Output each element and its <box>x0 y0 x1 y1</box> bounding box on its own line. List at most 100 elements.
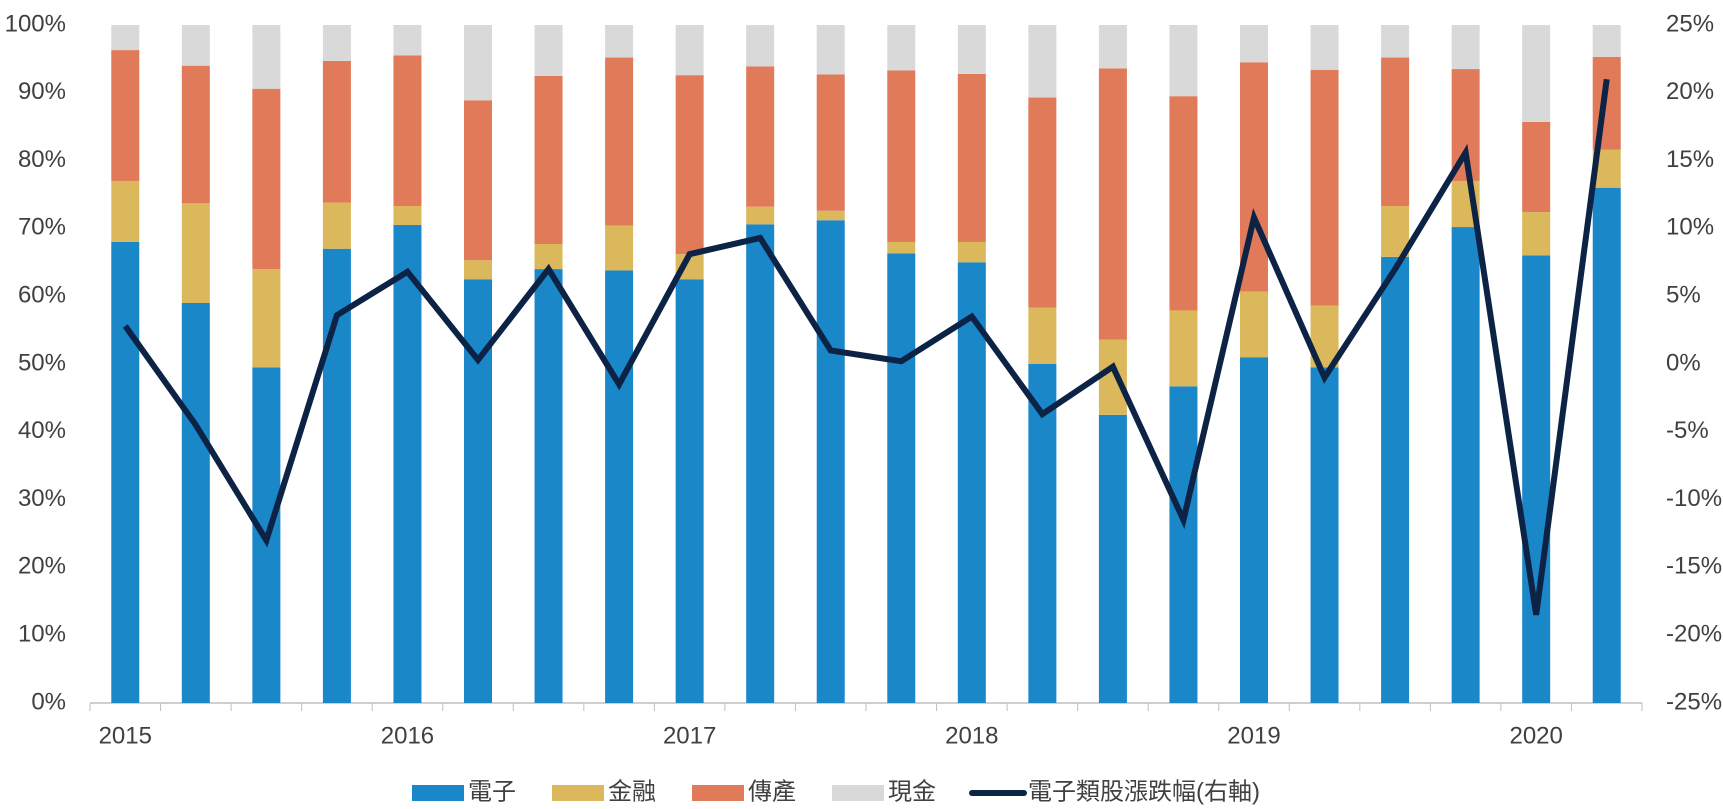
bar-segment <box>746 206 775 225</box>
bar-segment <box>1240 357 1268 703</box>
y2-tick-label: -20% <box>1666 621 1722 648</box>
bar-segment <box>1169 310 1198 387</box>
bar-segment <box>1522 25 1551 122</box>
bar-segment <box>111 180 140 242</box>
legend-label: 金融 <box>608 778 656 805</box>
bar-segment <box>464 100 492 261</box>
bar-segment <box>181 65 210 204</box>
bar-segment <box>1381 25 1410 58</box>
bar-segment <box>957 241 986 263</box>
bar-segment <box>1098 68 1127 340</box>
bar-segment <box>534 269 563 703</box>
y-tick-label: 30% <box>18 485 66 512</box>
y2-tick-label: 25% <box>1666 10 1714 37</box>
y-tick-label: 60% <box>18 282 66 309</box>
bar-segment <box>1451 227 1480 703</box>
bar-segment <box>1169 25 1198 97</box>
bar-segment <box>957 73 986 242</box>
bar-segment <box>1592 187 1621 704</box>
bar-segment <box>746 25 775 67</box>
bar-segment <box>1522 255 1551 703</box>
bar-segment <box>534 75 563 244</box>
bar-segment <box>1098 414 1127 703</box>
bar-segment <box>746 66 775 207</box>
y2-tick-label: -5% <box>1666 417 1709 444</box>
bar-segment <box>1098 339 1127 415</box>
bar-segment <box>816 25 845 75</box>
bar-segment <box>887 253 916 703</box>
y-tick-label: 80% <box>18 146 66 173</box>
bar-segment <box>1169 96 1198 311</box>
bar-segment <box>464 25 492 101</box>
y-tick-label: 100% <box>5 10 66 37</box>
bar-segment <box>252 269 281 368</box>
bar-segment <box>1381 57 1410 207</box>
bar-segment <box>1169 386 1198 703</box>
y2-tick-label: 15% <box>1666 146 1714 173</box>
bar-segment <box>111 25 140 51</box>
bar-segment <box>675 25 704 76</box>
y-tick-label: 40% <box>18 417 66 444</box>
bar-segment <box>1098 25 1127 69</box>
y2-tick-label: -10% <box>1666 485 1722 512</box>
legend-swatch <box>552 785 604 801</box>
y-tick-label: 90% <box>18 78 66 105</box>
bar-segment <box>887 70 916 242</box>
legend-swatch <box>692 785 744 801</box>
bar-segment <box>1028 25 1057 98</box>
bar-segment <box>1028 97 1057 308</box>
bar-segment <box>816 210 845 221</box>
bar-segment <box>1381 256 1410 703</box>
bar-segment <box>252 25 281 89</box>
bar-segment <box>605 270 634 703</box>
bar-segment <box>1240 25 1268 63</box>
y2-tick-label: 5% <box>1666 282 1701 309</box>
bar-segment <box>393 206 422 226</box>
legend-label: 電子 <box>468 778 516 805</box>
x-tick-label: 2016 <box>381 722 434 749</box>
y2-tick-label: 0% <box>1666 349 1701 376</box>
bar-segment <box>393 25 422 56</box>
y2-tick-label: -15% <box>1666 553 1722 580</box>
y-tick-label: 50% <box>18 349 66 376</box>
bar-segment <box>816 74 845 211</box>
bar-segment <box>181 203 210 303</box>
bar-segment <box>1028 307 1057 364</box>
y2-tick-label: 20% <box>1666 78 1714 105</box>
y2-tick-label: 10% <box>1666 214 1714 241</box>
bar-segment <box>887 25 916 71</box>
legend-label: 現金 <box>888 778 936 805</box>
legend-swatch <box>832 785 884 801</box>
bar-segment <box>322 60 351 203</box>
bar-segment <box>322 25 351 61</box>
bar-segment <box>393 55 422 207</box>
bar-segment <box>1522 121 1551 213</box>
bar-segment <box>605 57 634 226</box>
bar-segment <box>957 262 986 703</box>
x-tick-label: 2018 <box>945 722 998 749</box>
legend-swatch <box>412 785 464 801</box>
y2-tick-label: -25% <box>1666 688 1722 715</box>
bar-segment <box>181 25 210 66</box>
bar-segment <box>1310 367 1339 703</box>
bar-segment <box>605 25 634 58</box>
bar-segment <box>1592 25 1621 57</box>
bar-segment <box>605 225 634 271</box>
bar-segment <box>534 25 563 76</box>
bar-segment <box>887 241 916 254</box>
y-tick-label: 20% <box>18 553 66 580</box>
bar-segment <box>957 25 986 74</box>
bar-segment <box>393 225 422 703</box>
bar-segment <box>1310 69 1339 306</box>
bar-segment <box>1028 364 1057 703</box>
bar-segment <box>816 220 845 704</box>
bar-segment <box>252 88 281 270</box>
bar-segment <box>111 50 140 181</box>
bar-segment <box>1310 25 1339 70</box>
y-tick-label: 0% <box>31 688 66 715</box>
legend-label: 電子類股漲跌幅(右軸) <box>1028 778 1260 805</box>
bar-segment <box>181 302 210 703</box>
bar-segment <box>322 202 351 249</box>
x-tick-label: 2020 <box>1509 722 1562 749</box>
